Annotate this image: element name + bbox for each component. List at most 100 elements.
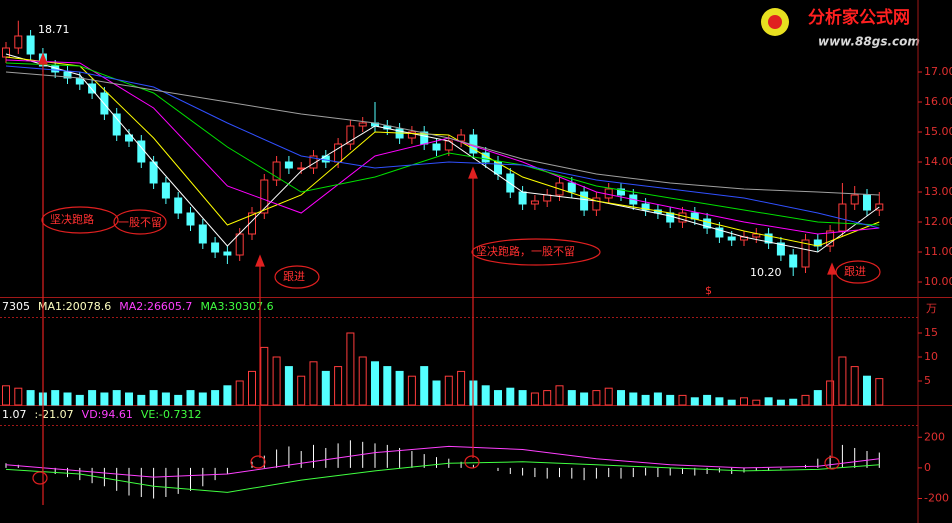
signal-circle: [250, 455, 266, 469]
volume-bar: [346, 332, 355, 406]
volume-bar: [727, 399, 736, 406]
volume-bar: [88, 390, 97, 406]
volume-bar: [555, 385, 564, 406]
volume-bar: [592, 390, 601, 406]
indicator-label: 7305: [2, 300, 30, 313]
ma-line: [5, 461, 880, 493]
volume-bar: [506, 387, 515, 406]
y-tick-label: 15.00: [924, 125, 952, 138]
ma-line: [5, 56, 880, 247]
annotation: $: [705, 284, 712, 297]
candle-body: [666, 212, 675, 223]
volume-bar: [838, 356, 847, 406]
arrow-head: [255, 254, 265, 267]
volume-bar: [63, 392, 72, 406]
candle-body: [161, 182, 170, 199]
y-tick-label: 200: [924, 430, 945, 443]
candle-body: [346, 125, 355, 145]
volume-bar: [198, 392, 207, 406]
volume-bar: [358, 356, 367, 406]
logo-icon-core: [768, 15, 782, 29]
candle-body: [272, 161, 281, 181]
indicator-label: VD:94.61: [82, 408, 133, 421]
candle-body: [125, 134, 133, 142]
y-tick-label: 10: [924, 350, 938, 363]
volume-bar: [752, 399, 761, 406]
volume-bar: [850, 366, 859, 406]
candle-body: [211, 242, 220, 253]
volume-bar: [149, 390, 158, 406]
volume-bar: [432, 380, 441, 406]
volume-bar: [223, 385, 232, 406]
volume-bar: [444, 375, 453, 406]
volume-bar: [371, 361, 379, 406]
indicator-label: VE:-0.7312: [141, 408, 202, 421]
candle-body: [88, 83, 97, 94]
note-circle: [835, 260, 881, 284]
candle-body: [297, 167, 306, 170]
candle-body: [863, 194, 871, 211]
candle-body: [776, 242, 785, 256]
volume-bar: [494, 390, 502, 406]
note-circle: [113, 209, 167, 235]
candle-body: [223, 251, 232, 256]
indicator-label: 1.07: [2, 408, 27, 421]
signal-circle: [32, 471, 48, 485]
candle-body: [248, 212, 256, 235]
candle-body: [678, 212, 687, 223]
note-circle: [41, 206, 119, 234]
volume-bar: [26, 390, 35, 406]
candle-body: [186, 212, 195, 226]
volume-bar: [826, 380, 835, 406]
volume-bar: [715, 397, 724, 406]
candle-body: [801, 239, 810, 268]
annotation: 18.71: [38, 23, 70, 36]
y-tick-label: 13.00: [924, 185, 952, 198]
candle-body: [592, 197, 601, 211]
candle-body: [2, 47, 10, 58]
volume-bar: [75, 394, 84, 406]
volume-bar: [174, 394, 183, 406]
ma-line: [5, 59, 880, 235]
candle-body: [14, 35, 23, 49]
candle-body: [715, 227, 724, 238]
volume-bar: [666, 394, 675, 406]
volume-bar: [801, 394, 810, 406]
candle-body: [727, 236, 736, 241]
candle-body: [543, 194, 552, 202]
note-circle: [471, 238, 601, 266]
arrow-head: [468, 166, 478, 179]
volume-bar: [740, 397, 748, 406]
candle-body: [407, 131, 416, 139]
y-tick-label: 5: [924, 374, 931, 387]
volume-bar: [309, 361, 318, 406]
logo-title: 分析家公式网: [808, 7, 910, 28]
volume-bar: [629, 392, 638, 406]
volume-bar: [604, 387, 613, 406]
candle-body: [850, 194, 859, 205]
y-tick-label: 0: [924, 461, 931, 474]
volume-bar: [161, 392, 170, 406]
candle-body: [432, 143, 441, 151]
candle-body: [617, 188, 625, 196]
ma-line: [5, 445, 880, 478]
indicator-label: MA1:20078.6: [38, 300, 111, 313]
volume-bar: [567, 390, 576, 406]
volume-bar: [284, 366, 293, 406]
volume-bar: [2, 385, 10, 406]
volume-bar: [112, 390, 121, 406]
candle-body: [26, 35, 35, 55]
candle-body: [703, 218, 712, 229]
y-tick-label: 12.00: [924, 215, 952, 228]
volume-bar: [703, 394, 712, 406]
logo-url: www.88gs.com: [818, 35, 920, 49]
volume-bar: [125, 392, 133, 406]
signals: [32, 52, 881, 505]
volume-bar: [813, 390, 822, 406]
candle-body: [641, 203, 650, 211]
candle-body: [358, 122, 367, 127]
candle-body: [764, 233, 773, 244]
candle-body: [112, 113, 121, 136]
volume-bar: [100, 392, 109, 406]
